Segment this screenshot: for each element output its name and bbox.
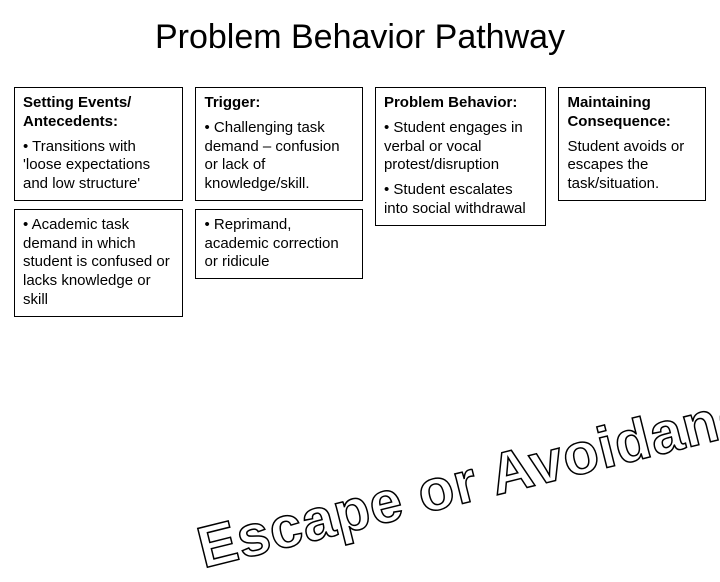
- box-item: Student avoids or escapes the task/situa…: [567, 138, 697, 194]
- column-setting-events: Setting Events/ Antecedents: Transitions…: [14, 87, 183, 317]
- box-item: Student escalates into social withdrawal: [384, 181, 537, 219]
- box-heading: Setting Events/ Antecedents:: [23, 94, 174, 132]
- column-problem-behavior: Problem Behavior: Student engages in ver…: [375, 87, 546, 226]
- box-maintaining-consequence: Maintaining Consequence: Student avoids …: [558, 87, 706, 201]
- column-maintaining-consequence: Maintaining Consequence: Student avoids …: [558, 87, 706, 201]
- column-trigger: Trigger: Challenging task demand – confu…: [195, 87, 362, 279]
- box-heading: Problem Behavior:: [384, 94, 537, 113]
- decor-text-escape-avoidance: Escape or Avoidance: [191, 371, 720, 581]
- page-title: Problem Behavior Pathway: [0, 0, 720, 57]
- box-setting-events: Setting Events/ Antecedents: Transitions…: [14, 87, 183, 201]
- box-item: Transitions with 'loose expectations and…: [23, 138, 174, 194]
- box-item: Reprimand, academic correction or ridicu…: [204, 216, 353, 272]
- box-reprimand: Reprimand, academic correction or ridicu…: [195, 209, 362, 279]
- box-item: Challenging task demand – confusion or l…: [204, 119, 353, 194]
- box-trigger: Trigger: Challenging task demand – confu…: [195, 87, 362, 201]
- box-academic-task: Academic task demand in which student is…: [14, 209, 183, 317]
- box-item: Student engages in verbal or vocal prote…: [384, 119, 537, 175]
- columns-container: Setting Events/ Antecedents: Transitions…: [0, 57, 720, 317]
- box-problem-behavior: Problem Behavior: Student engages in ver…: [375, 87, 546, 226]
- box-item: Academic task demand in which student is…: [23, 216, 174, 310]
- box-heading: Trigger:: [204, 94, 353, 113]
- box-heading: Maintaining Consequence:: [567, 94, 697, 132]
